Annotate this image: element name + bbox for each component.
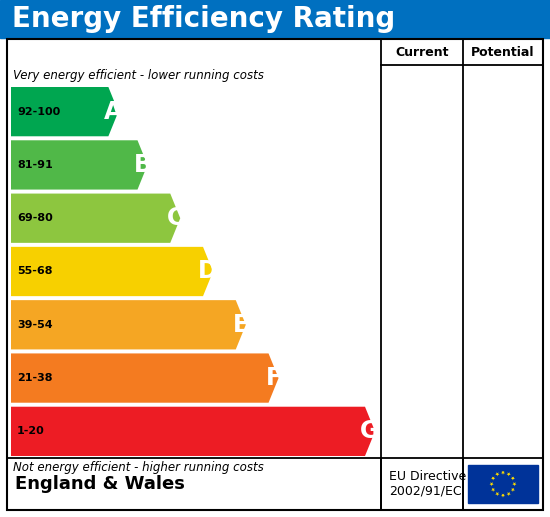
Polygon shape <box>501 494 505 497</box>
Text: Current: Current <box>395 45 449 58</box>
Text: 39-54: 39-54 <box>17 320 53 330</box>
Polygon shape <box>491 488 495 492</box>
Polygon shape <box>507 492 511 496</box>
Text: Energy Efficiency Rating: Energy Efficiency Rating <box>12 5 395 33</box>
Text: Very energy efficient - lower running costs: Very energy efficient - lower running co… <box>13 68 264 82</box>
Text: F: F <box>266 366 282 390</box>
Text: A: A <box>104 100 123 124</box>
Bar <box>468 465 538 503</box>
Text: C: C <box>167 206 184 230</box>
Polygon shape <box>11 247 213 296</box>
Text: 81-91: 81-91 <box>17 160 53 170</box>
Polygon shape <box>495 492 499 496</box>
Polygon shape <box>501 471 505 475</box>
Text: 55-68: 55-68 <box>17 266 52 277</box>
Text: England & Wales: England & Wales <box>15 475 185 493</box>
Text: 1-20: 1-20 <box>17 427 45 436</box>
Text: B: B <box>134 153 151 177</box>
Polygon shape <box>11 407 375 456</box>
Polygon shape <box>11 300 246 349</box>
Polygon shape <box>495 473 499 476</box>
Text: 21-38: 21-38 <box>17 373 52 383</box>
Text: EU Directive: EU Directive <box>389 470 466 483</box>
Polygon shape <box>11 193 180 243</box>
Polygon shape <box>511 488 515 492</box>
Text: E: E <box>233 313 249 337</box>
Text: G: G <box>360 419 379 444</box>
Text: Not energy efficient - higher running costs: Not energy efficient - higher running co… <box>13 462 264 475</box>
Text: Potential: Potential <box>471 45 535 58</box>
Text: 2002/91/EC: 2002/91/EC <box>389 484 461 497</box>
Polygon shape <box>511 477 515 480</box>
Bar <box>0 0 550 38</box>
Polygon shape <box>11 140 147 190</box>
Polygon shape <box>11 354 278 403</box>
Polygon shape <box>507 473 511 476</box>
Text: D: D <box>198 260 218 283</box>
Polygon shape <box>512 482 516 486</box>
Polygon shape <box>491 477 495 480</box>
Polygon shape <box>11 87 118 136</box>
Text: 69-80: 69-80 <box>17 213 53 223</box>
Polygon shape <box>490 482 494 486</box>
Text: 92-100: 92-100 <box>17 107 60 117</box>
